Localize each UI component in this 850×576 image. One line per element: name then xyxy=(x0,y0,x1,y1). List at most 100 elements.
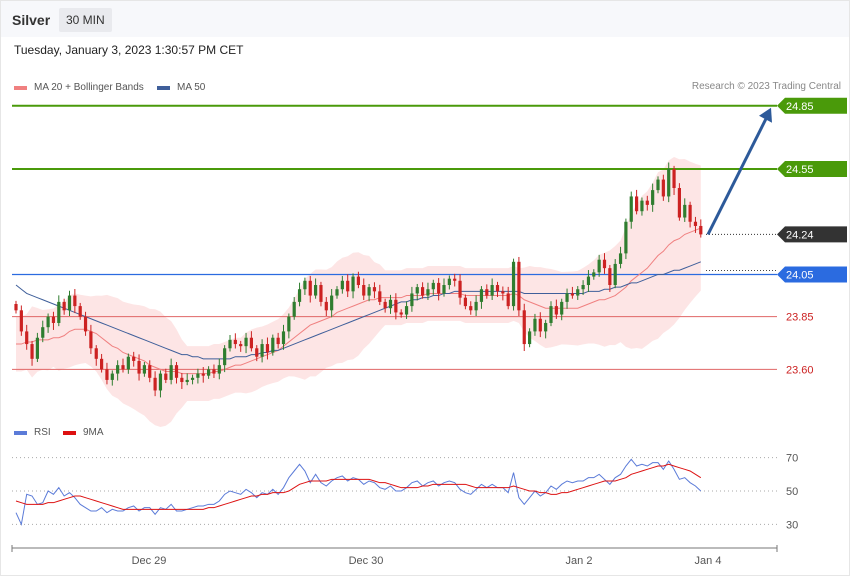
candle-body xyxy=(314,285,318,296)
candle-body xyxy=(174,365,179,378)
candle-body xyxy=(346,280,350,292)
support-label-23.85: 23.85 xyxy=(786,312,814,324)
candle-body xyxy=(46,316,50,328)
candle-body xyxy=(94,348,98,359)
candle-body xyxy=(126,356,130,370)
instrument-title: Silver xyxy=(12,12,51,28)
candle-body xyxy=(239,344,243,347)
x-tick-label-0: Dec 29 xyxy=(132,555,167,567)
ma20-line xyxy=(16,227,701,375)
candle-body xyxy=(265,344,270,353)
candle-body xyxy=(479,289,484,302)
candle-body xyxy=(635,196,639,212)
candle-body xyxy=(356,276,360,286)
candle-body xyxy=(367,287,371,296)
candle-body xyxy=(645,200,649,205)
candle-body xyxy=(78,306,82,317)
candle-body xyxy=(83,316,88,332)
candle-body xyxy=(388,299,393,309)
candle-body xyxy=(41,327,45,338)
candle-body xyxy=(474,301,478,311)
candle-body xyxy=(14,303,18,311)
candle-body xyxy=(281,331,286,345)
candle-body xyxy=(207,369,211,376)
candle-body xyxy=(378,291,382,302)
rsi-tick-50: 50 xyxy=(786,486,798,498)
candle-body xyxy=(549,306,553,323)
candle-body xyxy=(148,365,152,378)
candle-body xyxy=(699,225,703,235)
candle-body xyxy=(618,253,623,264)
candle-body xyxy=(554,306,558,315)
candle-body xyxy=(217,365,221,374)
candle-body xyxy=(351,276,355,292)
candle-body xyxy=(544,322,548,332)
candle-body xyxy=(586,276,591,286)
pivot-tag xyxy=(777,266,847,283)
candle-body xyxy=(249,337,253,349)
candle-body xyxy=(421,287,425,296)
candle-body xyxy=(30,344,34,359)
candle-body xyxy=(693,221,698,226)
candle-body xyxy=(576,289,580,296)
candle-body xyxy=(180,377,184,383)
candle-body xyxy=(629,196,633,222)
candle-body xyxy=(362,285,366,296)
candle-body xyxy=(463,297,467,307)
x-tick-label-3: Jan 4 xyxy=(695,555,722,567)
candle-body xyxy=(437,282,441,294)
candle-body xyxy=(255,348,259,357)
rsi-tick-30: 30 xyxy=(786,519,798,531)
candle-body xyxy=(592,272,596,277)
candle-body xyxy=(565,293,569,302)
candle-body xyxy=(19,310,23,332)
candle-body xyxy=(57,301,61,323)
candle-body xyxy=(431,282,435,290)
candle-body xyxy=(201,373,205,376)
datetime-label: Tuesday, January 3, 2023 1:30:57 PM CET xyxy=(14,43,244,57)
rsi-swatch xyxy=(14,431,27,435)
candle-body xyxy=(415,287,419,294)
candle-body xyxy=(667,169,671,197)
candle-body xyxy=(212,369,216,374)
candle-body xyxy=(528,331,532,345)
candle-body xyxy=(458,280,462,298)
resistance-tag-24.55 xyxy=(777,161,847,178)
candle-body xyxy=(116,365,120,374)
candle-body xyxy=(308,280,312,296)
candle-body xyxy=(62,301,66,311)
candle-body xyxy=(335,289,339,296)
candle-body xyxy=(688,204,692,222)
rsi-ma-line xyxy=(15,463,702,510)
candle-body xyxy=(372,287,377,292)
candle-body xyxy=(560,301,564,315)
candle-body xyxy=(303,280,307,290)
candle-body xyxy=(89,331,93,349)
last-price-tag xyxy=(777,226,847,243)
candle-body xyxy=(319,285,323,302)
last-price-label: 24.24 xyxy=(786,229,814,241)
candle-body xyxy=(485,289,489,296)
candle-body xyxy=(581,285,585,290)
candle-body xyxy=(169,365,173,380)
forecast-arrow xyxy=(706,116,769,236)
candle-body xyxy=(196,373,200,378)
candle-body xyxy=(153,377,157,391)
timeframe-badge[interactable]: 30 MIN xyxy=(59,8,112,32)
candle-body xyxy=(522,310,526,345)
candle-body xyxy=(73,295,77,307)
ma50-swatch xyxy=(157,86,170,90)
candle-body xyxy=(110,373,114,380)
candle-body xyxy=(501,291,505,294)
candle-body xyxy=(495,285,500,292)
candle-body xyxy=(100,358,104,370)
candle-body xyxy=(533,318,537,332)
candle-body xyxy=(340,280,344,290)
candle-body xyxy=(164,373,168,380)
candle-body xyxy=(453,278,457,281)
candle-body xyxy=(608,268,612,286)
candle-body xyxy=(223,348,227,366)
x-tick-label-1: Dec 30 xyxy=(349,555,384,567)
candle-body xyxy=(506,293,510,307)
candle-body xyxy=(517,261,521,311)
